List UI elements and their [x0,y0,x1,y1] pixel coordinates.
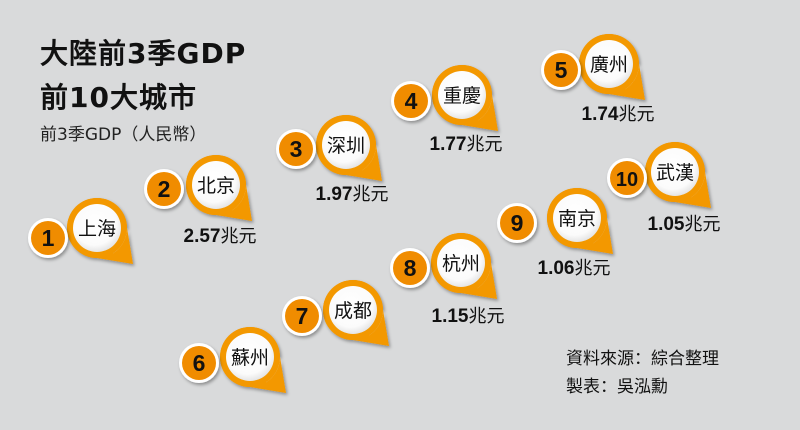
city-label: 重慶 [443,85,481,107]
rank-badge [31,221,65,255]
city-marker: 南京 9 1.06兆元 [497,188,613,279]
rank-badge [285,299,319,333]
rank-number: 5 [555,57,568,83]
rank-badge [393,251,427,285]
rank-badge [500,206,534,240]
rank-number: 9 [511,210,524,236]
pin-inner-disc [585,40,633,88]
city-label: 南京 [558,208,596,230]
rank-number: 10 [616,169,638,191]
pin-inner-disc [438,71,486,119]
value-label: 2.57兆元 [184,226,257,247]
pin-inner-disc [329,286,377,334]
rank-badge [394,84,428,118]
rank-number: 8 [404,255,417,281]
rank-badge [147,172,181,206]
city-label: 杭州 [442,253,480,275]
city-marker: 武漢 10 1.05兆元 [607,142,720,235]
city-marker: 杭州 8 1.15兆元 [390,233,504,327]
value-label: 1.77兆元 [430,134,503,155]
rank-number: 2 [158,176,171,202]
rank-number: 4 [405,88,418,114]
pin-inner-disc [553,194,601,242]
rank-badge [610,161,644,195]
city-marker: 深圳 3 1.97兆元 [276,115,388,205]
pin-inner-disc [322,121,370,169]
city-label: 廣州 [590,54,628,76]
rank-badge [544,53,578,87]
rank-number: 6 [193,350,206,376]
pin-inner-disc [651,148,699,196]
city-label: 武漢 [656,162,694,184]
value-label: 1.05兆元 [648,214,721,235]
source-note: 資料來源：綜合整理 [566,349,719,369]
rank-badge [182,346,216,380]
rank-badge [279,132,313,166]
city-marker: 重慶 4 1.77兆元 [391,65,502,155]
pin-inner-disc [437,239,485,287]
city-label: 深圳 [327,135,365,157]
value-label: 1.06兆元 [538,258,611,279]
city-label: 上海 [78,218,116,240]
pin-inner-disc [73,204,121,252]
city-label: 蘇州 [231,347,269,369]
city-marker: 廣州 5 1.74兆元 [541,34,654,125]
title-line2: 前10大城市 [40,81,197,114]
title-line1: 大陸前3季GDP [40,37,247,70]
city-marker: 成都 7 [282,280,389,346]
rank-number: 7 [296,303,309,329]
city-marker: 北京 2 2.57兆元 [144,155,256,247]
value-label: 1.74兆元 [582,104,655,125]
city-label: 北京 [197,175,235,197]
value-label: 1.97兆元 [316,184,389,205]
city-marker: 蘇州 6 [179,327,286,393]
city-marker: 上海 1 [28,198,133,264]
subtitle: 前3季GDP（人民幣） [40,125,207,145]
rank-number: 3 [290,136,303,162]
author-note: 製表：吳泓勳 [566,377,668,397]
city-label: 成都 [334,300,372,322]
pin-inner-disc [192,161,240,209]
rank-number: 1 [42,225,55,251]
pin-inner-disc [226,333,274,381]
value-label: 1.15兆元 [432,306,505,327]
